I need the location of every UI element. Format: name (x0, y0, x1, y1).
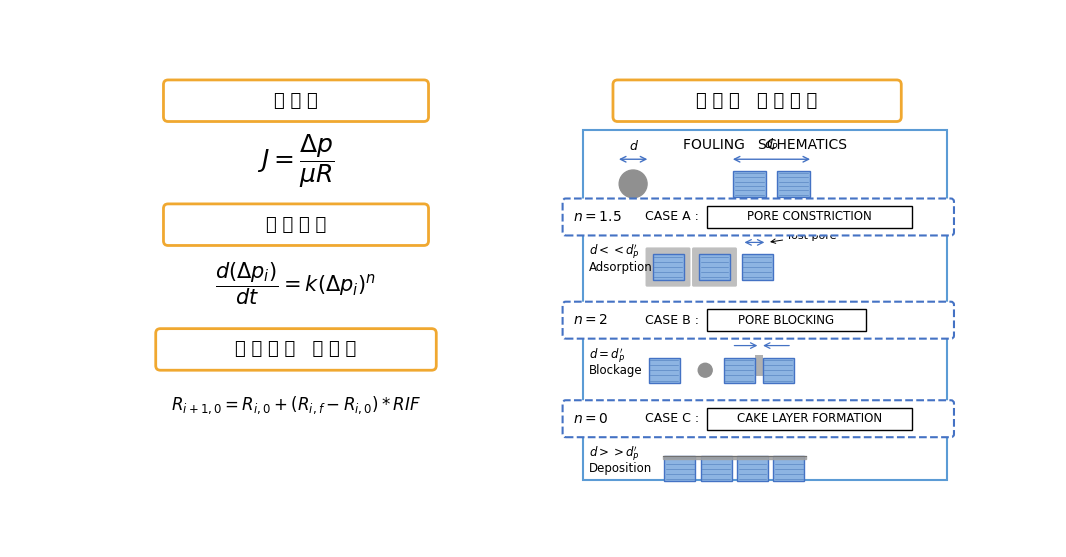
FancyBboxPatch shape (737, 456, 768, 481)
Text: FOULING   SCHEMATICS: FOULING SCHEMATICS (683, 138, 846, 153)
Text: $\dfrac{d(\Delta p_i)}{dt} = k(\Delta p_i)^n$: $\dfrac{d(\Delta p_i)}{dt} = k(\Delta p_… (215, 261, 376, 307)
Text: PORE BLOCKING: PORE BLOCKING (738, 314, 835, 326)
FancyBboxPatch shape (774, 456, 805, 481)
FancyBboxPatch shape (563, 302, 954, 339)
Circle shape (698, 363, 712, 377)
Text: $n=2$: $n=2$ (574, 313, 609, 327)
Polygon shape (663, 456, 806, 459)
Text: d: d (741, 330, 747, 340)
FancyBboxPatch shape (724, 358, 755, 383)
FancyBboxPatch shape (646, 247, 691, 287)
FancyBboxPatch shape (692, 247, 737, 287)
Text: $d_P$: $d_P$ (764, 137, 779, 153)
FancyBboxPatch shape (707, 309, 866, 331)
FancyBboxPatch shape (707, 408, 912, 429)
Circle shape (619, 170, 647, 198)
Text: CASE A :: CASE A : (645, 211, 698, 223)
Text: d: d (629, 140, 637, 153)
Text: $R_{i+1,0} = R_{i,0} + (R_{i,f} - R_{i,0}) * RIF$: $R_{i+1,0} = R_{i,0} + (R_{i,f} - R_{i,0… (171, 394, 421, 416)
FancyBboxPatch shape (156, 329, 436, 370)
Text: $n=1.5$: $n=1.5$ (574, 210, 623, 224)
FancyBboxPatch shape (613, 80, 901, 121)
Text: $d_P'$: $d_P'$ (771, 324, 785, 340)
FancyBboxPatch shape (583, 130, 947, 480)
FancyBboxPatch shape (742, 255, 773, 280)
Text: 파 울 링   메 카 니 즘: 파 울 링 메 카 니 즘 (696, 92, 818, 110)
FancyBboxPatch shape (163, 204, 429, 246)
FancyBboxPatch shape (762, 358, 793, 383)
Text: 플 럭 스: 플 럭 스 (274, 92, 318, 110)
Text: 차 압 상 승: 차 압 상 승 (265, 216, 326, 234)
FancyBboxPatch shape (163, 80, 429, 121)
Text: $d_P'$: $d_P'$ (746, 221, 760, 237)
Text: $n=0$: $n=0$ (574, 412, 609, 426)
Text: Blockage: Blockage (588, 364, 643, 377)
FancyBboxPatch shape (700, 456, 731, 481)
FancyBboxPatch shape (664, 456, 695, 481)
FancyBboxPatch shape (777, 171, 810, 197)
Text: $d<<d_P'$: $d<<d_P'$ (588, 242, 640, 261)
FancyBboxPatch shape (648, 358, 680, 383)
FancyBboxPatch shape (563, 400, 954, 437)
FancyBboxPatch shape (652, 255, 683, 280)
Text: $d=d_P'$: $d=d_P'$ (588, 345, 626, 364)
Text: PORE CONSTRICTION: PORE CONSTRICTION (747, 211, 872, 223)
FancyBboxPatch shape (755, 355, 763, 377)
Text: lost pore: lost pore (771, 231, 837, 243)
FancyBboxPatch shape (707, 206, 912, 228)
Text: Adsorption: Adsorption (588, 261, 652, 273)
FancyBboxPatch shape (733, 171, 765, 197)
Text: $J = \dfrac{\Delta p}{\mu R}$: $J = \dfrac{\Delta p}{\mu R}$ (257, 132, 335, 190)
Text: CAKE LAYER FORMATION: CAKE LAYER FORMATION (737, 412, 882, 425)
FancyBboxPatch shape (563, 198, 954, 236)
Text: CASE C :: CASE C : (645, 412, 699, 425)
Text: $d>>d_P'$: $d>>d_P'$ (588, 444, 640, 462)
Text: Deposition: Deposition (588, 462, 652, 475)
Text: CASE B :: CASE B : (645, 314, 698, 326)
Text: 비 가 역 적   파 울 링: 비 가 역 적 파 울 링 (236, 340, 357, 359)
FancyBboxPatch shape (699, 255, 730, 280)
